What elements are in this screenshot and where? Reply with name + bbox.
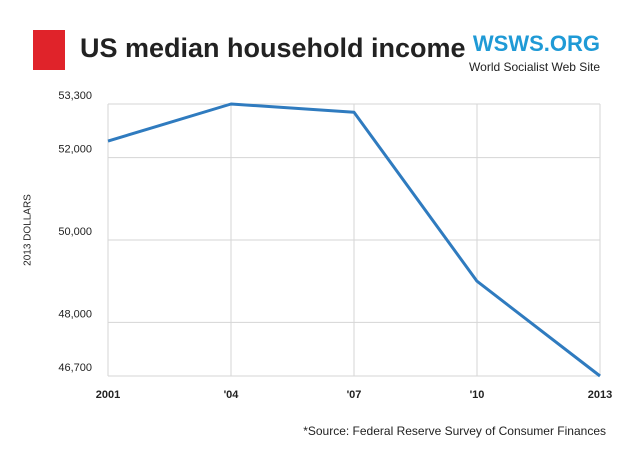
y-tick-label: 48,000 xyxy=(58,308,92,320)
x-tick-label: '07 xyxy=(347,389,362,401)
y-tick-label: 53,300 xyxy=(58,90,92,102)
x-tick-label: 2013 xyxy=(588,389,612,401)
source: *Source: Federal Reserve Survey of Consu… xyxy=(303,424,606,438)
brand-subtitle: World Socialist Web Site xyxy=(469,60,600,74)
x-tick-label: 2001 xyxy=(96,389,120,401)
x-tick-label: '10 xyxy=(470,389,485,401)
x-tick-label: '04 xyxy=(224,389,240,401)
y-tick-label: 46,700 xyxy=(58,362,92,374)
title-marker xyxy=(33,30,65,70)
series-line xyxy=(107,102,601,378)
chart-title: US median household income xyxy=(80,33,466,63)
y-axis-label: 2013 DOLLARS xyxy=(23,194,34,266)
brand: WSWS.ORG xyxy=(473,31,600,56)
y-tick-label: 50,000 xyxy=(58,226,92,238)
y-tick-label: 52,000 xyxy=(58,143,92,155)
